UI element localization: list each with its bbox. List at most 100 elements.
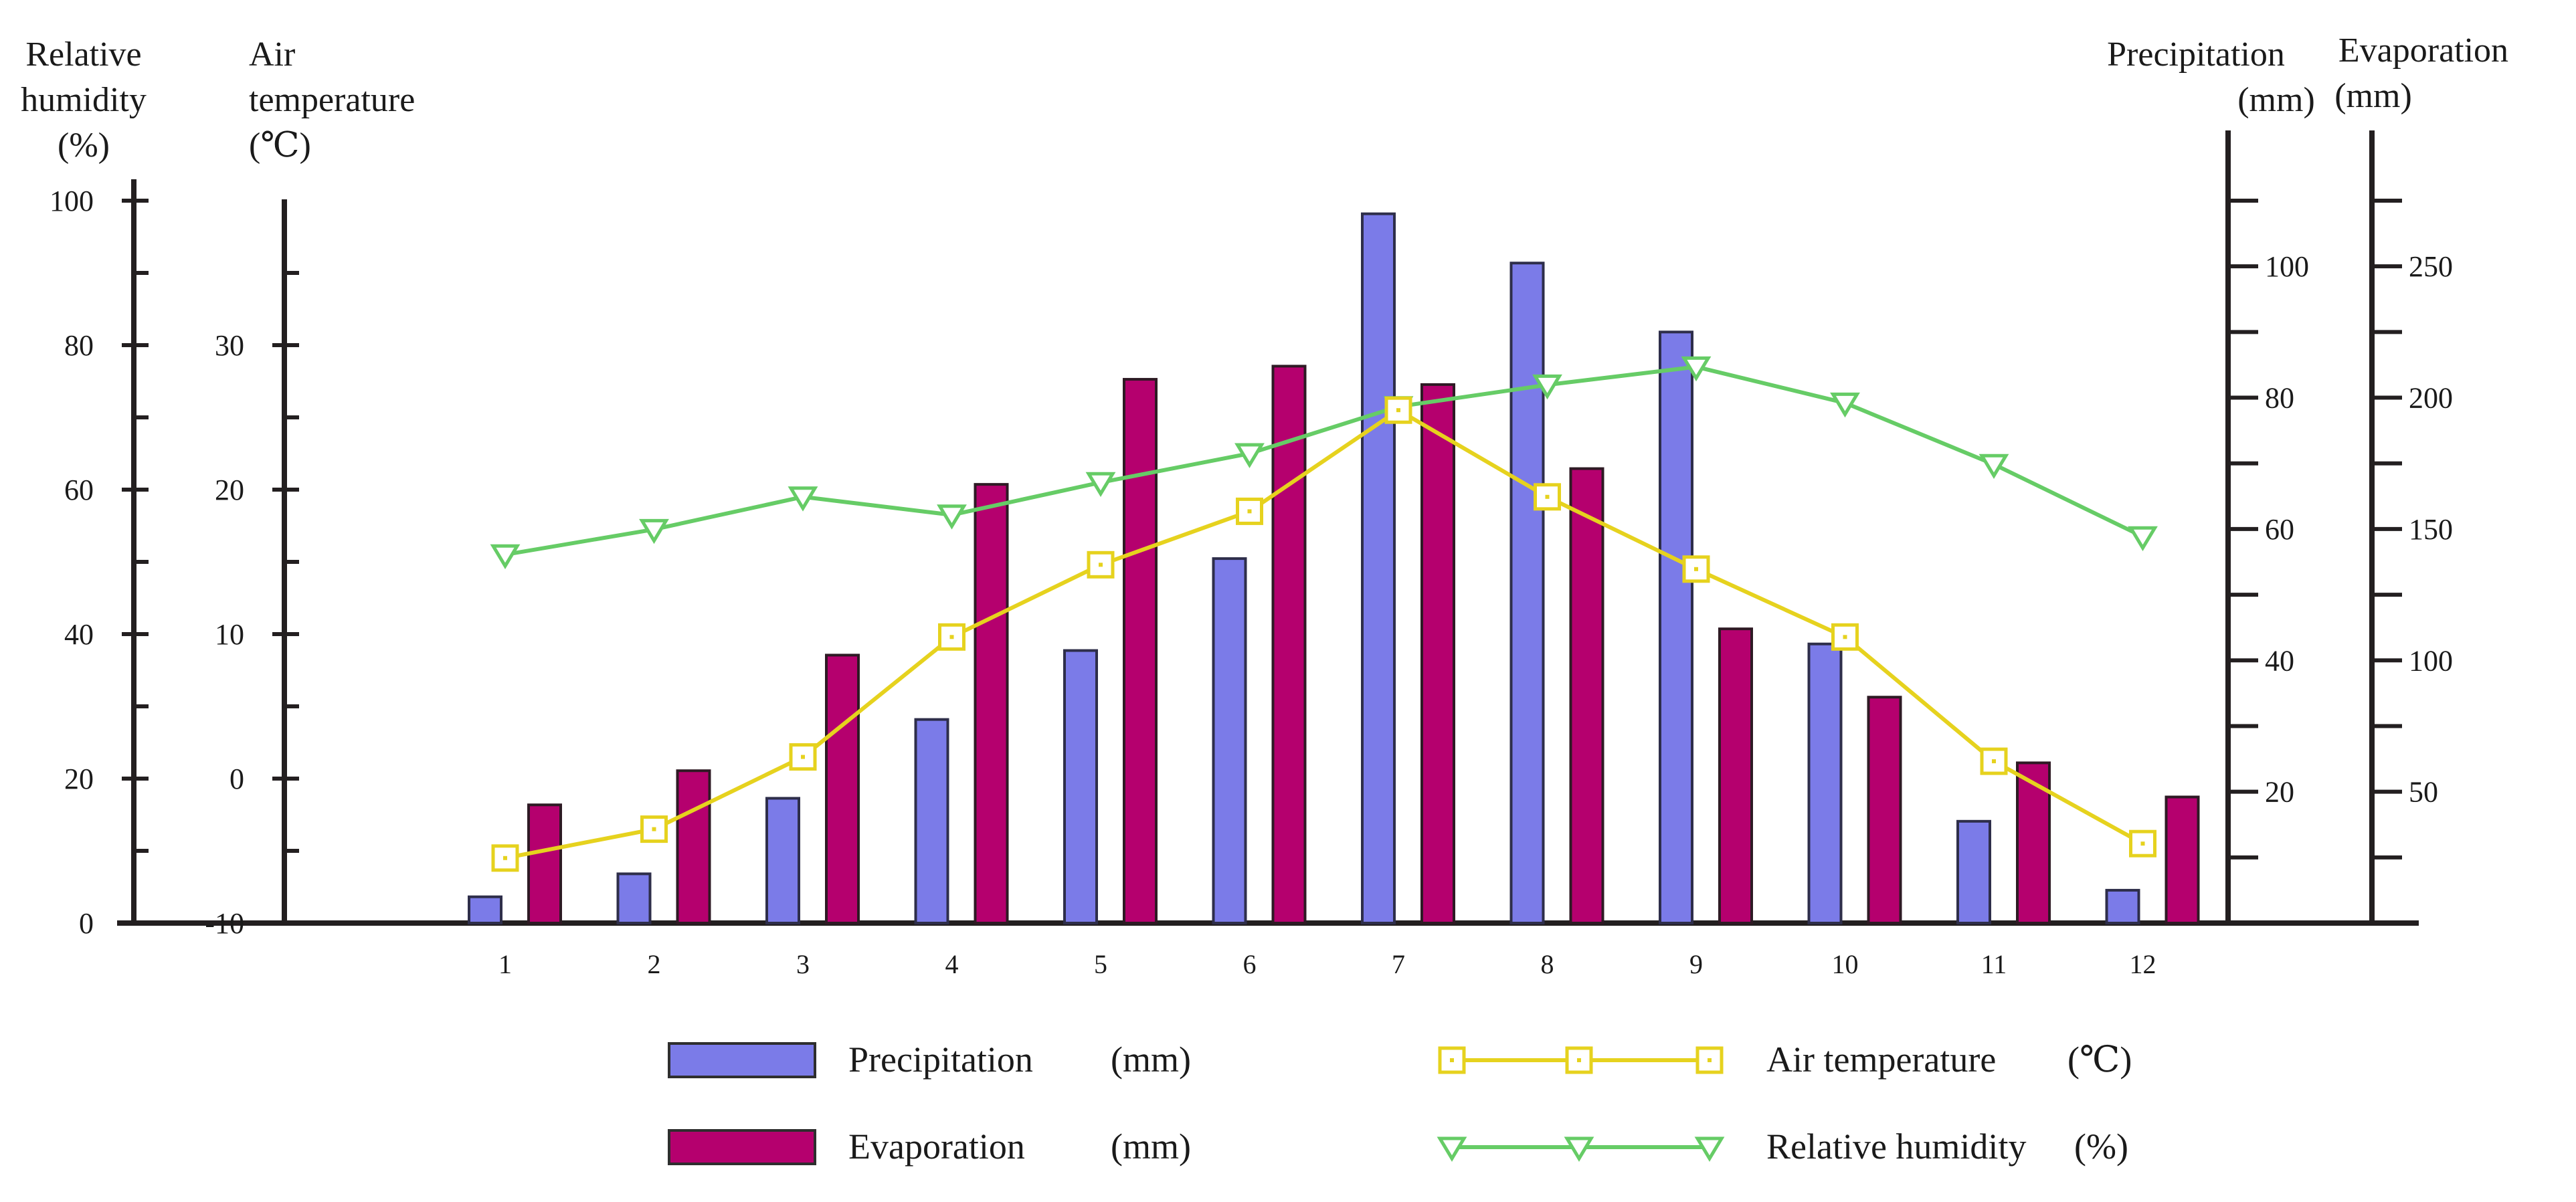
air-temperature-point-box xyxy=(491,844,519,872)
legend-label: Precipitation xyxy=(848,1039,1033,1080)
legend-item-precipitation: Precipitation (mm) xyxy=(668,1039,1191,1080)
legend-swatch xyxy=(668,1042,816,1078)
relative-humidity-line xyxy=(504,365,2144,557)
evaporation-tick-label: 150 xyxy=(2409,513,2453,546)
month-labels-group: 1 2 3 4 5 6 7 8 9 10 11 12 xyxy=(498,949,2156,979)
air-temperature-point-dot xyxy=(503,856,507,860)
evaporation-bar xyxy=(2016,761,2051,925)
evaporation-bar xyxy=(1420,383,1455,924)
evaporation-bar xyxy=(825,654,860,924)
month-tick-label: 2 xyxy=(648,949,661,979)
precipitation-axis-title: Precipitation xyxy=(2107,35,2285,74)
air-temperature-point xyxy=(1384,396,1412,424)
air-temperature-point xyxy=(1087,550,1115,579)
legend-unit: (mm) xyxy=(1111,1039,1191,1080)
legend-item-air-temperature: Air temperature (℃) xyxy=(1438,1039,2132,1080)
evaporation-tick-label: 200 xyxy=(2409,382,2453,415)
legend: Precipitation (mm) Air temperature (℃) Evapo… xyxy=(668,1039,2132,1167)
precipitation-tick-label: 100 xyxy=(2265,250,2309,283)
air-temperature-point-dot xyxy=(1247,509,1252,514)
legend-marker xyxy=(1695,1046,1724,1074)
relative-humidity-tick-label: 20 xyxy=(64,763,94,795)
precipitation-tick-label: 60 xyxy=(2265,513,2294,546)
legend-label: Air temperature xyxy=(1766,1039,1996,1080)
legend-marker xyxy=(1438,1046,1466,1074)
evaporation-bar xyxy=(2165,795,2200,925)
evaporation-bar xyxy=(1271,365,1307,924)
month-tick-label: 11 xyxy=(1981,949,2007,979)
relative-humidity-tick-label: 80 xyxy=(64,329,94,362)
air-temperature-point-dot xyxy=(1396,408,1400,413)
air-temperature-tick-label: -10 xyxy=(205,907,244,940)
legend-unit: (mm) xyxy=(1111,1126,1191,1167)
legend-label: Evaporation xyxy=(848,1126,1025,1167)
relative-humidity-point xyxy=(639,518,669,544)
month-tick-label: 9 xyxy=(1689,949,1703,979)
month-tick-label: 8 xyxy=(1541,949,1554,979)
relative-humidity-point xyxy=(1830,392,1860,418)
evaporation-bar xyxy=(527,803,562,924)
month-tick-label: 7 xyxy=(1392,949,1405,979)
precipitation-bar xyxy=(765,797,800,925)
precipitation-axis-title: (mm) xyxy=(2237,81,2315,119)
evaporation-tick-label: 100 xyxy=(2409,644,2453,677)
air-temperature-point-box xyxy=(938,623,965,651)
legend-marker xyxy=(1694,1136,1725,1162)
legend-unit: (℃) xyxy=(2067,1039,2132,1080)
relative-humidity-axis-title: Relative xyxy=(25,35,141,74)
legend-marker xyxy=(1437,1136,1467,1162)
evaporation-bar xyxy=(1123,378,1158,924)
air-temperature-point xyxy=(1831,623,1859,651)
relative-humidity-point xyxy=(1234,443,1265,468)
legend-marker-dot xyxy=(1708,1058,1712,1062)
relative-humidity-axis-title: humidity xyxy=(21,81,147,119)
air-temperature-axis-title: (℃) xyxy=(249,126,311,165)
precipitation-bar xyxy=(1659,330,1693,924)
air-temperature-point xyxy=(1236,497,1263,525)
month-tick-label: 10 xyxy=(1832,949,1859,979)
air-temperature-point-dot xyxy=(1843,635,1847,639)
relative-humidity-tick-label: 0 xyxy=(79,907,94,940)
axis-titles-group: Relative humidity (%) Air temperature (℃) Prec… xyxy=(21,31,2508,165)
air-temperature-point-box xyxy=(789,743,817,771)
legend-marker-dot xyxy=(1450,1058,1454,1062)
relative-humidity-point xyxy=(1532,374,1562,400)
air-temperature-point xyxy=(2129,829,2156,858)
precipitation-tick-label: 80 xyxy=(2265,382,2294,415)
relative-humidity-axis-title: (%) xyxy=(58,126,110,165)
air-temperature-point xyxy=(491,844,519,872)
axes-group: 0 20 40 60 80 100 -10 0 10 20 30 20 40 60 80 100 50 100 15… xyxy=(50,130,2453,940)
evaporation-axis-title: (mm) xyxy=(2334,77,2412,115)
legend-unit: (%) xyxy=(2074,1126,2128,1167)
month-tick-label: 3 xyxy=(796,949,810,979)
precipitation-bar xyxy=(914,718,949,924)
air-temperature-point-dot xyxy=(1694,567,1698,571)
relative-humidity-point xyxy=(1979,454,2009,480)
legend-marker xyxy=(1565,1046,1593,1074)
evaporation-bar xyxy=(1569,467,1604,924)
evaporation-bar xyxy=(676,769,711,924)
month-tick-label: 12 xyxy=(2130,949,2156,979)
precipitation-bar xyxy=(1212,557,1247,924)
precipitation-bar xyxy=(1361,212,1396,924)
precipitation-bar xyxy=(468,895,502,925)
precipitation-bar xyxy=(1807,642,1843,925)
relative-humidity-point xyxy=(2128,526,2158,552)
air-temperature-point-dot xyxy=(1545,494,1550,499)
month-tick-label: 6 xyxy=(1243,949,1257,979)
air-temperature-point-dot xyxy=(1099,563,1103,567)
relative-humidity-point xyxy=(490,544,521,570)
air-temperature-tick-label: 0 xyxy=(229,763,244,795)
precipitation-bar xyxy=(1509,262,1545,925)
precipitation-bar xyxy=(1063,649,1098,925)
air-temperature-axis-title: Air xyxy=(249,35,295,74)
legend-label: Relative humidity xyxy=(1766,1126,2026,1167)
legend-marker xyxy=(1564,1136,1594,1162)
air-temperature-point xyxy=(640,815,668,843)
relative-humidity-tick-label: 40 xyxy=(64,618,94,651)
air-temperature-point-dot xyxy=(652,827,656,831)
evaporation-bar xyxy=(974,483,1009,924)
air-temperature-point xyxy=(789,743,817,771)
